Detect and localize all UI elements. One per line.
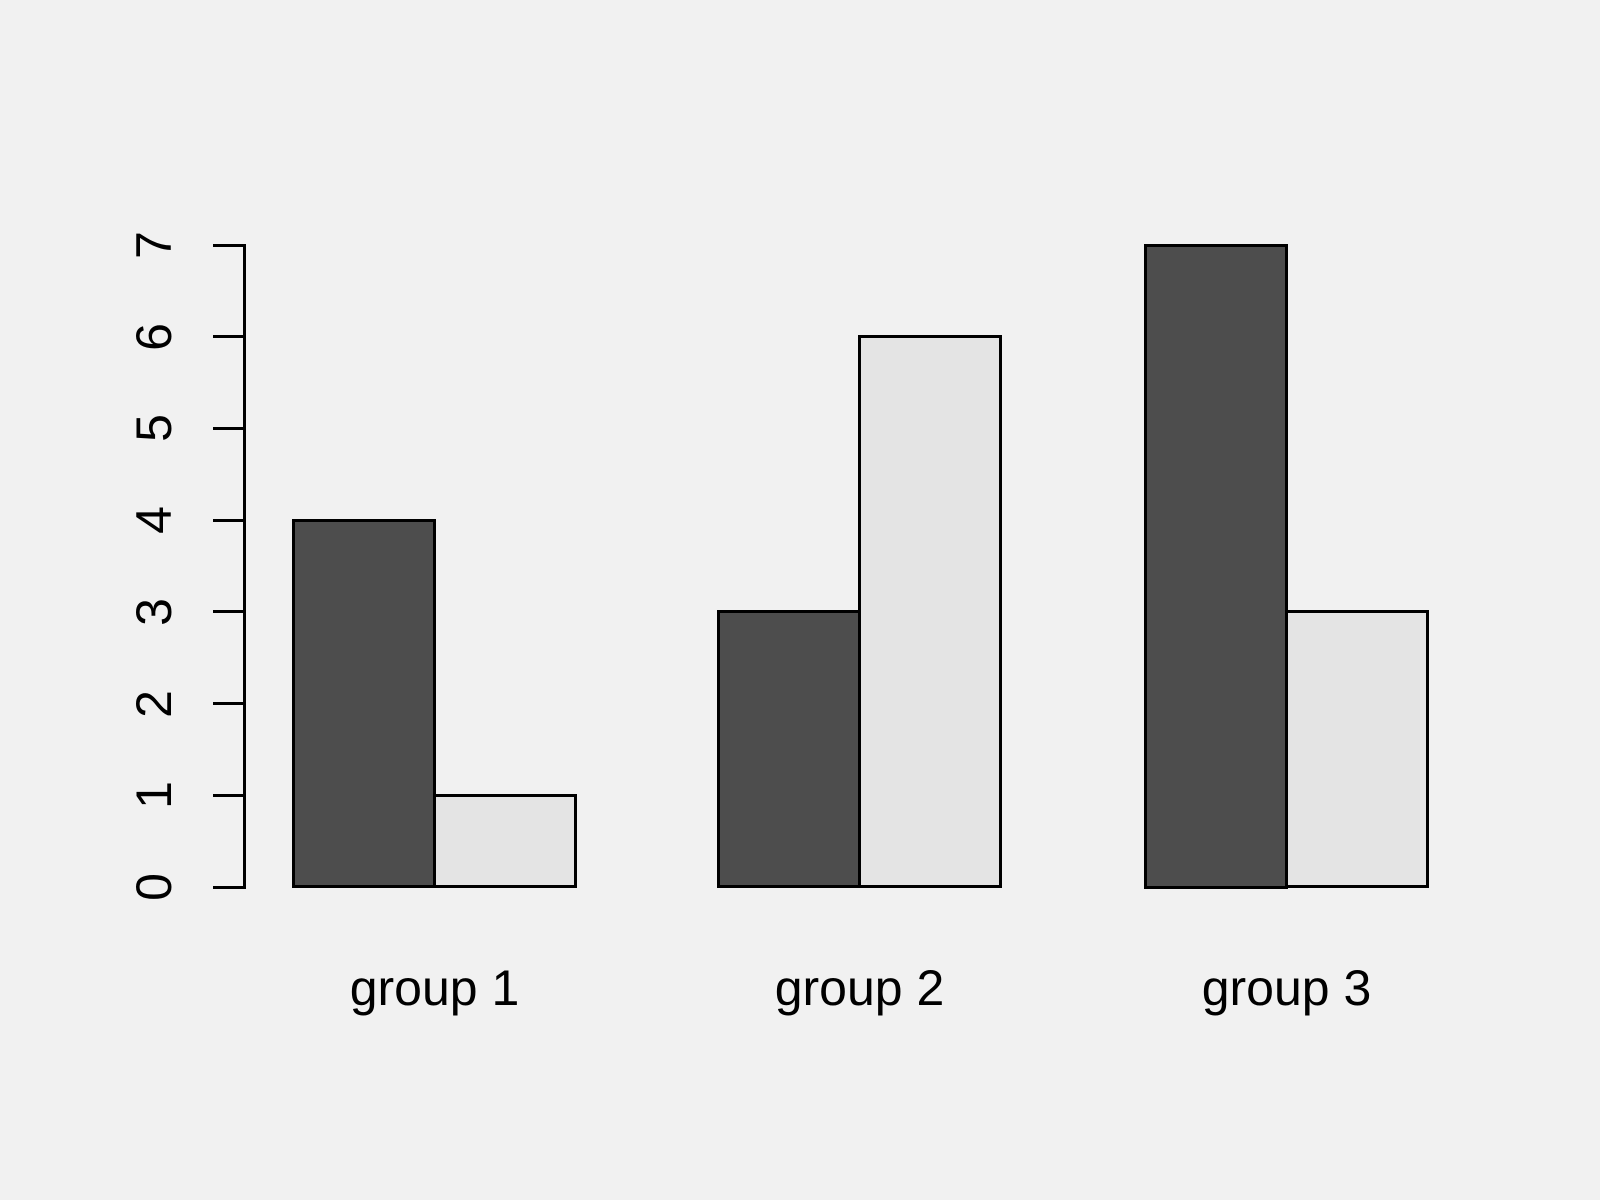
bar-group3-series2 [1285, 610, 1429, 889]
bar-group3-series1 [1144, 243, 1288, 889]
y-axis-tick-3 [213, 610, 246, 614]
x-category-label-1: group 1 [349, 960, 520, 1016]
y-axis-tick-5 [213, 426, 246, 430]
x-category-label-2: group 2 [774, 960, 945, 1016]
y-axis-tick-2 [213, 702, 246, 706]
y-tick-label-1: 1 [126, 781, 182, 810]
bar-group2-series1 [717, 610, 861, 889]
y-axis-tick-4 [213, 518, 246, 522]
y-tick-label-6: 6 [126, 322, 182, 351]
x-category-label-3: group 3 [1201, 960, 1372, 1016]
bar-group1-series1 [292, 518, 436, 889]
y-axis-tick-7 [213, 243, 246, 247]
y-tick-label-0: 0 [126, 873, 182, 901]
y-axis-tick-1 [213, 793, 246, 797]
y-axis-tick-0 [213, 885, 246, 889]
y-tick-label-5: 5 [126, 414, 182, 443]
y-tick-label-4: 4 [126, 506, 182, 535]
y-tick-label-3: 3 [126, 597, 182, 626]
y-axis-tick-6 [213, 335, 246, 339]
bar-group2-series2 [858, 335, 1002, 889]
bar-group1-series2 [433, 793, 577, 889]
y-axis-line [243, 243, 246, 889]
y-tick-label-7: 7 [126, 231, 182, 259]
y-tick-label-2: 2 [126, 689, 182, 718]
